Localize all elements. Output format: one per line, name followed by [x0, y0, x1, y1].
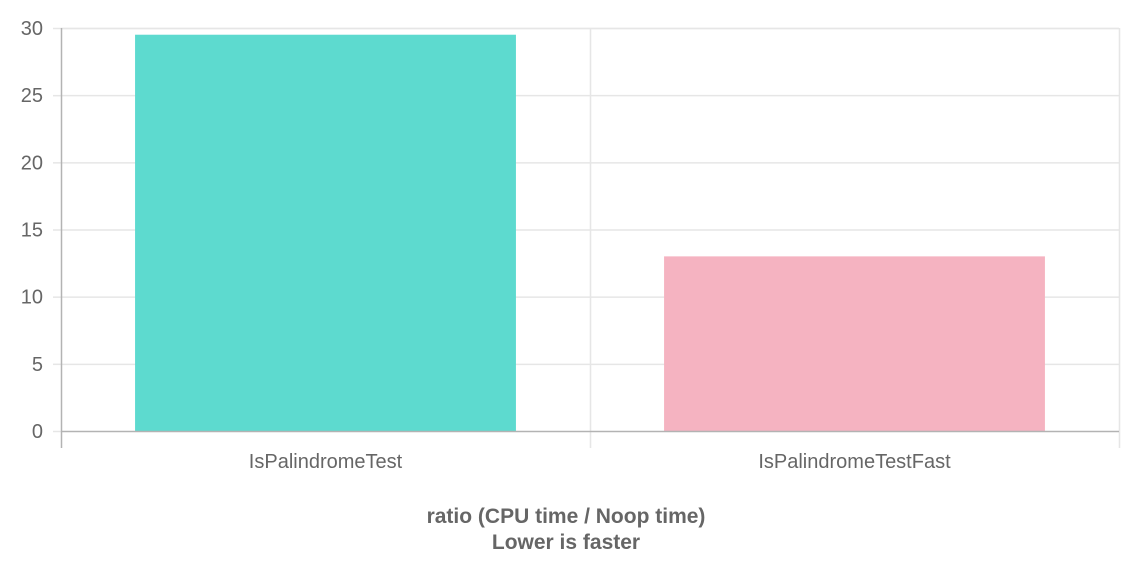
y-tick-label: 15 [21, 220, 43, 242]
y-tick-label: 20 [21, 152, 43, 174]
y-tick-label: 25 [21, 85, 43, 107]
y-tick-label: 0 [32, 421, 43, 443]
bar-ispalindrometestfast [664, 256, 1045, 431]
x-axis-subtitle: Lower is faster [492, 531, 640, 554]
y-tick-label: 30 [21, 18, 43, 40]
label-layer: 0 5 10 15 20 25 30 IsPalindromeTest IsPalindrome… [21, 18, 951, 473]
x-axis-title: ratio (CPU time / Noop time) [427, 505, 706, 528]
x-tick-label: IsPalindromeTestFast [758, 451, 951, 473]
bar-ispalindrometest [135, 34, 516, 431]
bar-layer [135, 34, 1045, 431]
x-tick-label: IsPalindromeTest [249, 451, 403, 473]
y-tick-label: 5 [32, 354, 43, 376]
axis-layer [53, 27, 1119, 448]
y-tick-label: 10 [21, 287, 43, 309]
